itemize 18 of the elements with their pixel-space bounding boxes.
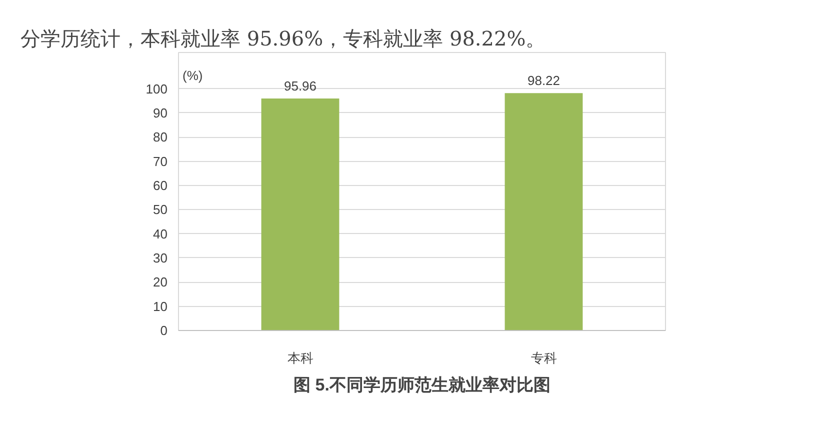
x-tick-label: 本科 xyxy=(287,350,314,366)
y-tick-label: 100 xyxy=(146,81,168,96)
y-tick-label: 0 xyxy=(160,323,168,338)
x-tick-label: 专科 xyxy=(530,350,557,366)
y-tick-label: 70 xyxy=(153,154,168,169)
data-label: 95.96 xyxy=(284,78,317,94)
y-tick-label: 20 xyxy=(153,274,168,290)
text: 分学历统计，本科就业率 95.96%，专科就业率 98.22%。 xyxy=(20,26,546,50)
y-tick-label: 60 xyxy=(153,178,168,193)
y-tick-label: 40 xyxy=(153,226,168,242)
y-tick-label: 30 xyxy=(153,250,168,266)
text: 图 5.不同学历师范生就业率对比图 xyxy=(294,376,550,394)
y-axis-title: (%) xyxy=(182,68,203,83)
y-tick-label: 90 xyxy=(153,105,168,120)
y-tick-label: 50 xyxy=(153,202,168,218)
y-tick-label: 80 xyxy=(153,130,168,145)
y-tick-label: 10 xyxy=(153,298,168,314)
data-label: 98.22 xyxy=(527,73,560,88)
